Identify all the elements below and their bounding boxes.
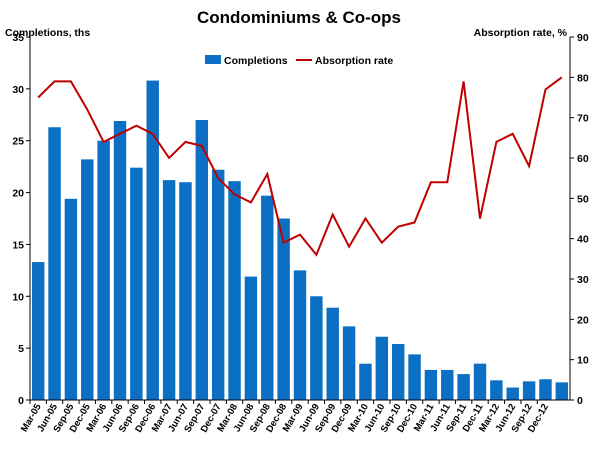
left-tick-label: 15: [12, 239, 24, 251]
left-axis-ticks: 0 5 10 15 20 25 30 35: [12, 32, 30, 407]
right-tick-label: 30: [577, 274, 589, 286]
axes: [29, 37, 571, 401]
right-tick-label: 70: [577, 113, 589, 125]
chart-title: Condominiums & Co-ops: [197, 8, 401, 27]
bar-completions: [490, 380, 503, 400]
right-axis-title: Absorption rate, %: [474, 27, 568, 39]
bar-completions: [539, 379, 552, 400]
right-tick-label: 0: [577, 395, 583, 407]
bar-completions: [195, 119, 209, 400]
bar-completions: [64, 198, 78, 400]
bar-completions: [179, 182, 192, 400]
bar-completions: [244, 276, 258, 400]
right-axis-ticks: 0 10 20 30 40 50 60 70 80 90: [570, 32, 589, 407]
bar-completions: [81, 159, 94, 400]
bar-completions: [522, 381, 536, 400]
left-tick-label: 35: [12, 32, 24, 44]
legend-label-absorption: Absorption rate: [315, 55, 393, 67]
bar-completions: [31, 262, 45, 400]
bar-completions: [293, 270, 307, 400]
left-tick-label: 0: [18, 395, 24, 407]
left-tick-label: 30: [12, 84, 24, 96]
right-tick-label: 20: [577, 314, 589, 326]
left-tick-label: 10: [12, 291, 24, 303]
left-tick-label: 5: [18, 343, 24, 355]
bar-completions: [97, 140, 110, 400]
right-tick-label: 60: [577, 153, 589, 165]
bar-completions: [130, 167, 143, 400]
bar-completions: [342, 326, 356, 400]
bar-completions: [146, 80, 159, 400]
bar-completions: [326, 307, 339, 400]
left-tick-label: 25: [12, 136, 24, 148]
bar-completions: [424, 369, 438, 400]
right-tick-label: 80: [577, 72, 589, 84]
bar-completions: [162, 180, 176, 400]
bar-completions: [408, 354, 421, 400]
bar-completions: [228, 181, 241, 400]
x-axis-ticks: Mar-05Jun-05Sep-05Dec-05Mar-06Jun-06Sep-…: [19, 400, 551, 434]
bar-completions: [375, 336, 389, 400]
bar-completions: [391, 343, 405, 400]
bar-completions: [555, 382, 569, 400]
bar-completions: [506, 387, 519, 400]
bar-completions: [441, 369, 454, 400]
left-tick-label: 20: [12, 188, 24, 200]
bar-completions: [211, 169, 225, 400]
bar-completions: [48, 127, 61, 400]
line-absorption-rate: [37, 76, 563, 257]
right-tick-label: 10: [577, 355, 589, 367]
right-tick-label: 40: [577, 234, 589, 246]
right-tick-label: 50: [577, 193, 589, 205]
bar-completions: [310, 296, 323, 400]
bar-completions: [457, 374, 470, 400]
bar-completions: [473, 363, 487, 400]
bar-completions: [261, 195, 274, 400]
bar-completions: [277, 218, 290, 400]
completions-bars: [31, 80, 569, 400]
legend-swatch-completions: [205, 55, 221, 64]
left-axis-title: Completions, ths: [5, 27, 90, 39]
bar-completions: [113, 121, 127, 400]
legend: Completions Absorption rate: [205, 55, 393, 67]
right-tick-label: 90: [577, 32, 589, 44]
bar-completions: [359, 363, 372, 400]
absorption-line: [37, 76, 563, 257]
legend-label-completions: Completions: [224, 55, 288, 67]
